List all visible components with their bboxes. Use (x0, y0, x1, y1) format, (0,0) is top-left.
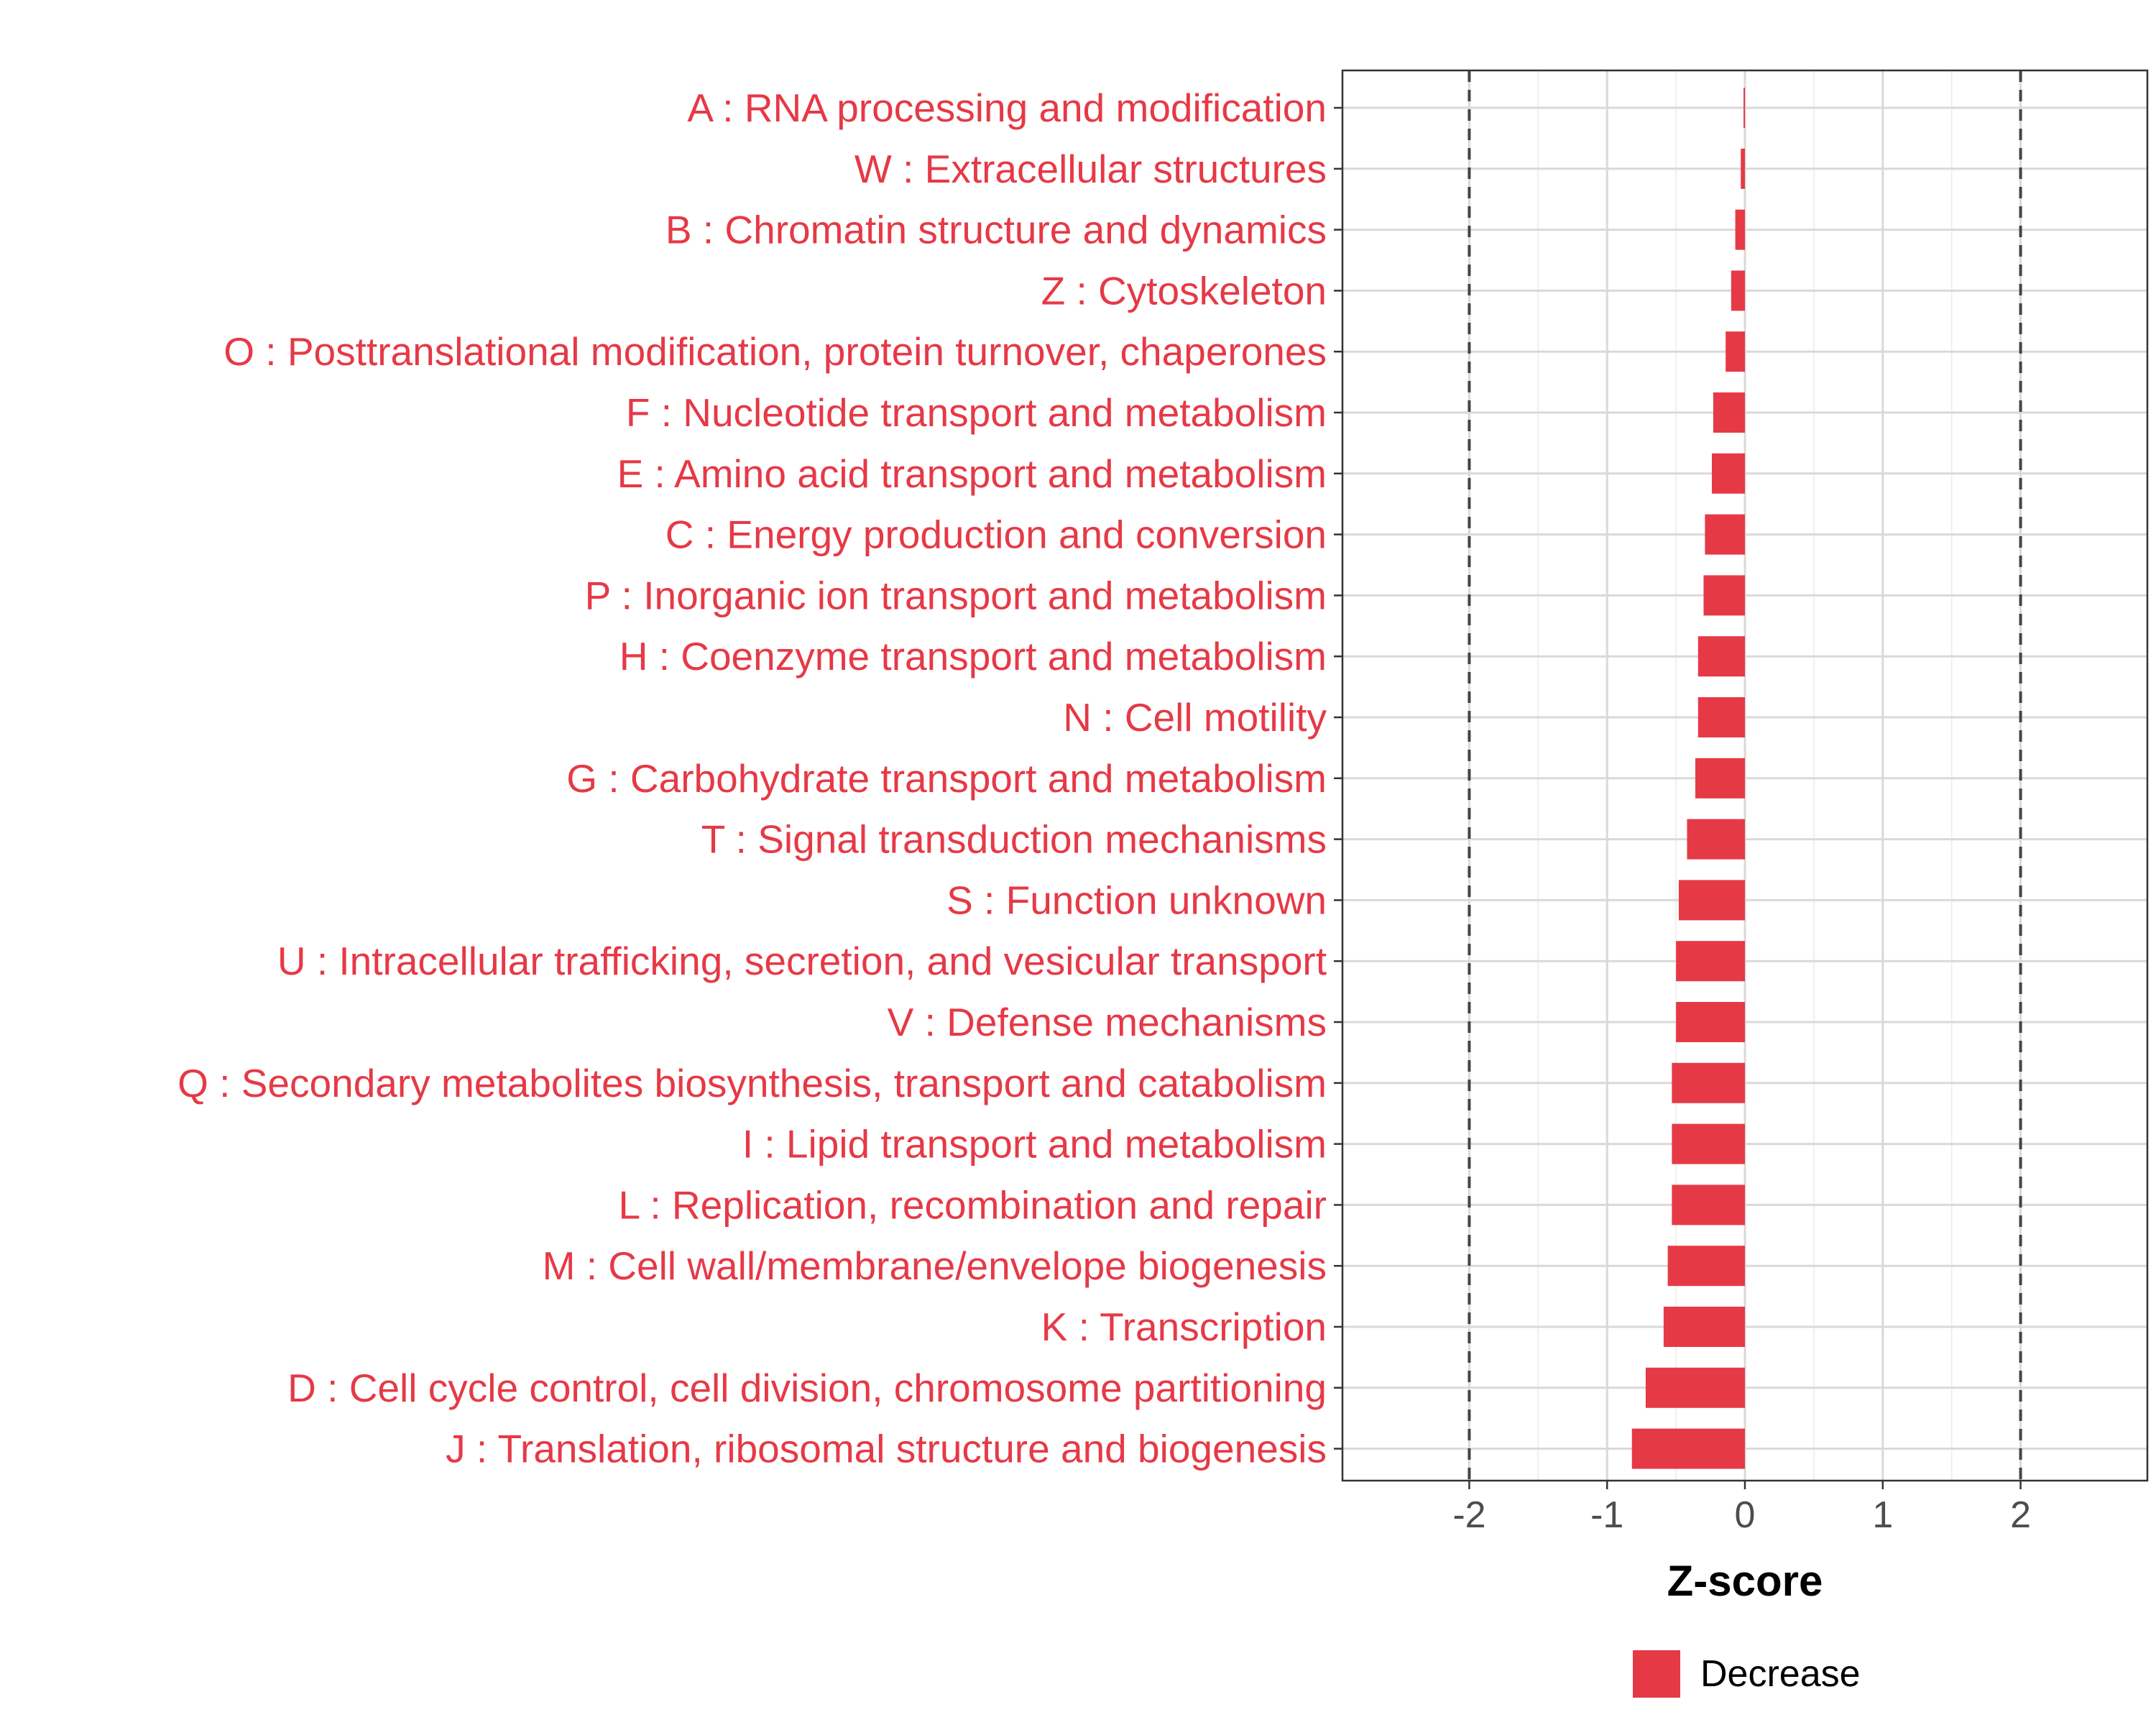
y-label-15: V : Defense mechanisms (888, 1000, 1327, 1044)
y-label-4: O : Posttranslational modification, prot… (224, 329, 1327, 374)
x-tick-label-1: -1 (1590, 1494, 1623, 1536)
bar-1 (1741, 148, 1745, 189)
y-label-14: U : Intracellular trafficking, secretion… (277, 939, 1327, 983)
y-label-13: S : Function unknown (946, 878, 1327, 922)
y-label-10: N : Cell motility (1063, 695, 1327, 740)
bar-21 (1645, 1367, 1745, 1408)
x-tick-label-4: 2 (2010, 1494, 2031, 1536)
y-label-21: D : Cell cycle control, cell division, c… (287, 1366, 1327, 1410)
x-tick-label-0: -2 (1452, 1494, 1485, 1536)
y-label-17: I : Lipid transport and metabolism (742, 1122, 1327, 1167)
x-axis-tick-labels: -2 -1 0 1 2 (1452, 1494, 2031, 1536)
bar-15 (1676, 1002, 1745, 1042)
y-label-3: Z : Cytoskeleton (1041, 268, 1327, 313)
y-label-16: Q : Secondary metabolites biosynthesis, … (178, 1061, 1327, 1105)
x-axis-ticks (1468, 1481, 2022, 1489)
y-label-22: J : Translation, ribosomal structure and… (446, 1427, 1327, 1471)
bar-17 (1672, 1123, 1745, 1164)
y-label-0: A : RNA processing and modification (687, 86, 1327, 130)
x-axis-title: Z-score (1667, 1557, 1823, 1605)
bar-11 (1695, 758, 1745, 799)
bar-14 (1676, 941, 1745, 982)
bar-12 (1687, 819, 1745, 860)
y-label-19: M : Cell wall/membrane/envelope biogenes… (543, 1243, 1327, 1288)
y-label-18: L : Replication, recombination and repai… (619, 1182, 1327, 1227)
y-label-12: T : Signal transduction mechanisms (701, 817, 1327, 862)
y-axis-labels: A : RNA processing and modification W : E… (178, 86, 1327, 1471)
y-label-5: F : Nucleotide transport and metabolism (626, 390, 1327, 435)
legend-label-decrease: Decrease (1700, 1653, 1861, 1695)
bar-10 (1697, 697, 1745, 737)
bar-13 (1678, 880, 1745, 921)
y-label-9: H : Coenzyme transport and metabolism (619, 634, 1327, 678)
bar-20 (1663, 1307, 1745, 1347)
legend: Decrease (1633, 1650, 1861, 1698)
bar-0 (1743, 88, 1746, 128)
bar-16 (1672, 1062, 1745, 1103)
reference-lines (1468, 70, 2022, 1481)
y-label-20: K : Transcription (1041, 1305, 1327, 1349)
bar-7 (1705, 514, 1745, 555)
bar-3 (1731, 270, 1745, 311)
bar-6 (1711, 453, 1745, 494)
y-label-6: E : Amino acid transport and metabolism (617, 451, 1327, 496)
x-tick-label-3: 1 (1872, 1494, 1893, 1536)
y-label-7: C : Energy production and conversion (665, 512, 1327, 557)
bar-5 (1713, 392, 1745, 433)
y-axis-ticks (1334, 106, 1342, 1450)
y-label-1: W : Extracellular structures (854, 147, 1327, 191)
bar-19 (1667, 1246, 1745, 1287)
y-label-11: G : Carbohydrate transport and metabolis… (566, 756, 1327, 801)
bar-8 (1703, 575, 1745, 616)
x-tick-label-2: 0 (1735, 1494, 1756, 1536)
y-label-2: B : Chromatin structure and dynamics (665, 208, 1327, 252)
y-label-8: P : Inorganic ion transport and metaboli… (585, 573, 1327, 617)
bar-22 (1631, 1428, 1745, 1469)
bars (1631, 88, 1746, 1469)
bar-2 (1735, 209, 1745, 250)
bar-4 (1726, 331, 1745, 372)
legend-key-decrease (1633, 1650, 1680, 1698)
bar-9 (1697, 636, 1745, 677)
bar-18 (1672, 1184, 1745, 1225)
